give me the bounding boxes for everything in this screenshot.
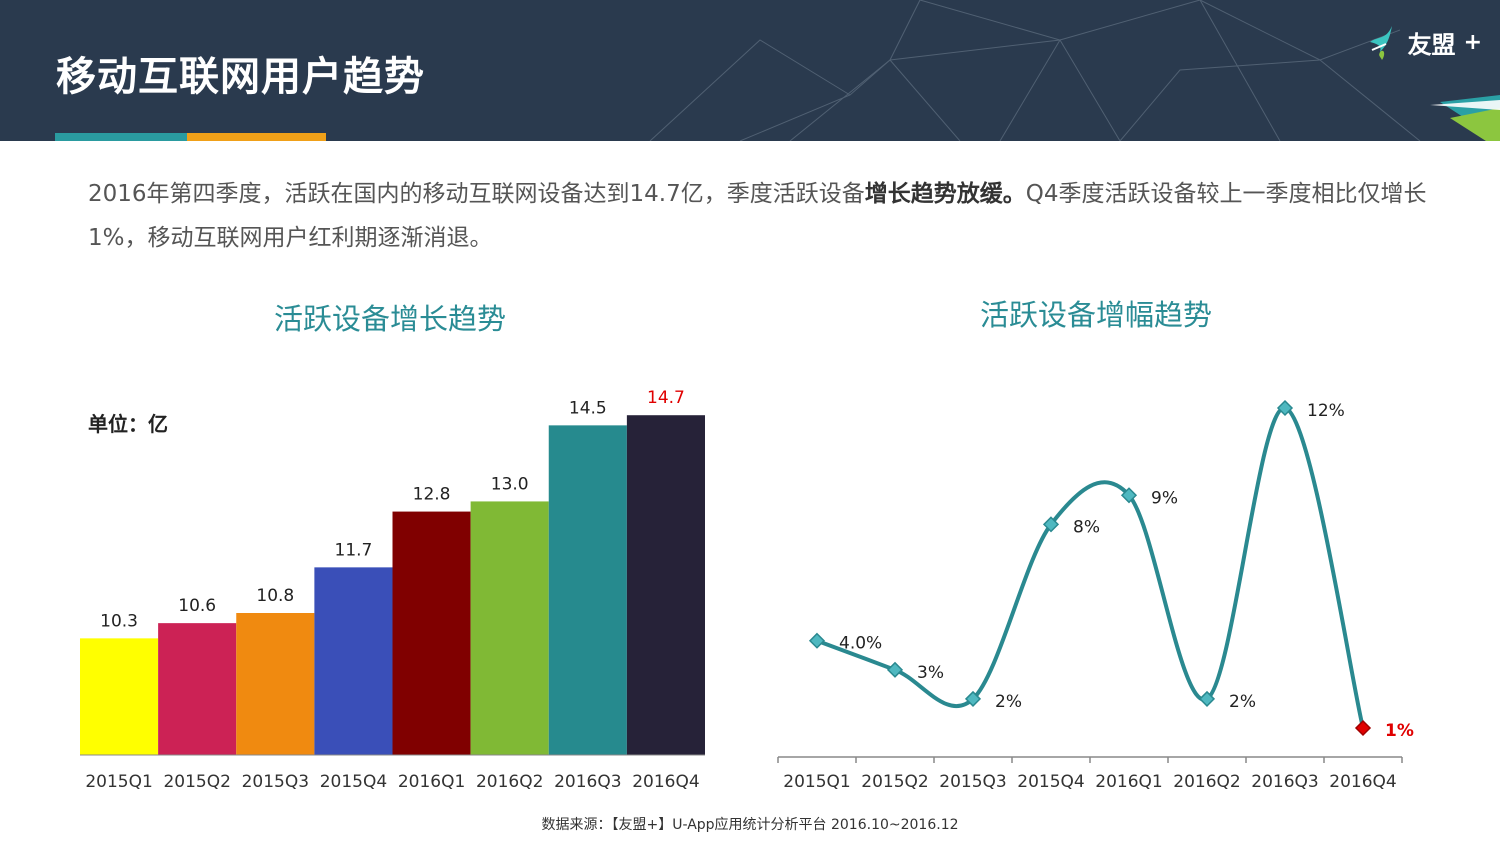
x-tick-label: 2015Q1 xyxy=(85,772,152,792)
point-value-label: 8% xyxy=(1073,517,1100,537)
data-point-marker xyxy=(1042,516,1060,533)
bar-value-label: 10.8 xyxy=(256,586,294,606)
bar-chart-title: 活跃设备增长趋势 xyxy=(274,302,507,336)
bar-value-label: 14.5 xyxy=(569,398,607,418)
point-value-label: 12% xyxy=(1307,401,1345,421)
page-title: 移动互联网用户趋势 xyxy=(56,54,425,100)
x-tick-label: 2015Q3 xyxy=(242,772,309,792)
bar-value-label: 14.7 xyxy=(647,388,685,408)
accent-bar-orange xyxy=(187,133,326,141)
bar-value-label: 13.0 xyxy=(491,474,529,494)
x-tick-label: 2016Q3 xyxy=(1251,772,1318,792)
line-chart-title: 活跃设备增幅趋势 xyxy=(980,298,1213,332)
bar-value-label: 12.8 xyxy=(413,485,451,505)
x-tick-label: 2016Q2 xyxy=(476,772,543,792)
x-tick-label: 2015Q2 xyxy=(163,772,230,792)
x-tick-label: 2016Q4 xyxy=(632,772,699,792)
series-line xyxy=(815,406,1365,730)
summary-text-2: Q4季度活跃设备较上一季度相比仅增长1%，移动互联网用户红利期逐渐消退。 xyxy=(88,181,1427,251)
data-point-marker xyxy=(1354,719,1372,737)
bar xyxy=(392,511,471,755)
bar-value-label: 10.6 xyxy=(178,596,216,616)
x-tick-label: 2016Q3 xyxy=(554,772,621,792)
summary-paragraph: 2016年第四季度，活跃在国内的移动互联网设备达到14.7亿，季度活跃设备增长趋… xyxy=(88,172,1448,260)
bar xyxy=(80,638,159,755)
x-tick-label: 2015Q2 xyxy=(861,772,928,792)
point-value-label: 9% xyxy=(1151,488,1178,508)
x-tick-label: 2015Q1 xyxy=(783,772,850,792)
logo: 友盟 + xyxy=(1366,22,1482,62)
unit-label: 单位：亿 xyxy=(88,412,168,436)
data-point-marker xyxy=(886,661,904,678)
point-value-label: 2% xyxy=(995,692,1022,712)
x-tick-label: 2016Q4 xyxy=(1329,772,1396,792)
bird-logo-icon xyxy=(1369,26,1392,60)
x-tick-label: 2016Q1 xyxy=(398,772,465,792)
point-value-label: 1% xyxy=(1385,721,1414,741)
accent-bar-teal xyxy=(55,133,187,141)
bar xyxy=(548,425,627,755)
summary-bold-text: 增长趋势放缓。 xyxy=(864,181,1026,207)
point-value-label: 2% xyxy=(1229,692,1256,712)
data-source-note: 数据来源：【友盟+】U-App应用统计分析平台 2016.10~2016.12 xyxy=(541,817,959,833)
x-tick-label: 2015Q3 xyxy=(939,772,1006,792)
data-point-marker xyxy=(1198,690,1216,707)
bar xyxy=(626,415,705,755)
bar xyxy=(470,501,549,755)
bar xyxy=(314,567,393,755)
data-point-marker xyxy=(808,632,826,649)
x-tick-label: 2016Q1 xyxy=(1095,772,1162,792)
bar xyxy=(236,613,315,755)
data-point-marker xyxy=(1120,487,1138,504)
bar xyxy=(158,623,237,755)
logo-text: 友盟 xyxy=(1407,30,1456,59)
x-tick-label: 2016Q2 xyxy=(1173,772,1240,792)
bar-value-label: 10.3 xyxy=(100,611,138,631)
header-bar: 移动互联网用户趋势 友盟 + xyxy=(0,0,1500,141)
x-tick-label: 2015Q4 xyxy=(320,772,387,792)
point-value-label: 4.0% xyxy=(839,634,882,654)
bar-value-label: 11.7 xyxy=(335,540,373,560)
summary-text-1: 2016年第四季度，活跃在国内的移动互联网设备达到14.7亿，季度活跃设备 xyxy=(88,181,865,207)
data-point-marker xyxy=(1276,399,1294,417)
point-value-label: 3% xyxy=(917,663,944,683)
data-point-marker xyxy=(964,690,982,707)
logo-plus: + xyxy=(1463,29,1482,55)
x-tick-label: 2015Q4 xyxy=(1017,772,1084,792)
